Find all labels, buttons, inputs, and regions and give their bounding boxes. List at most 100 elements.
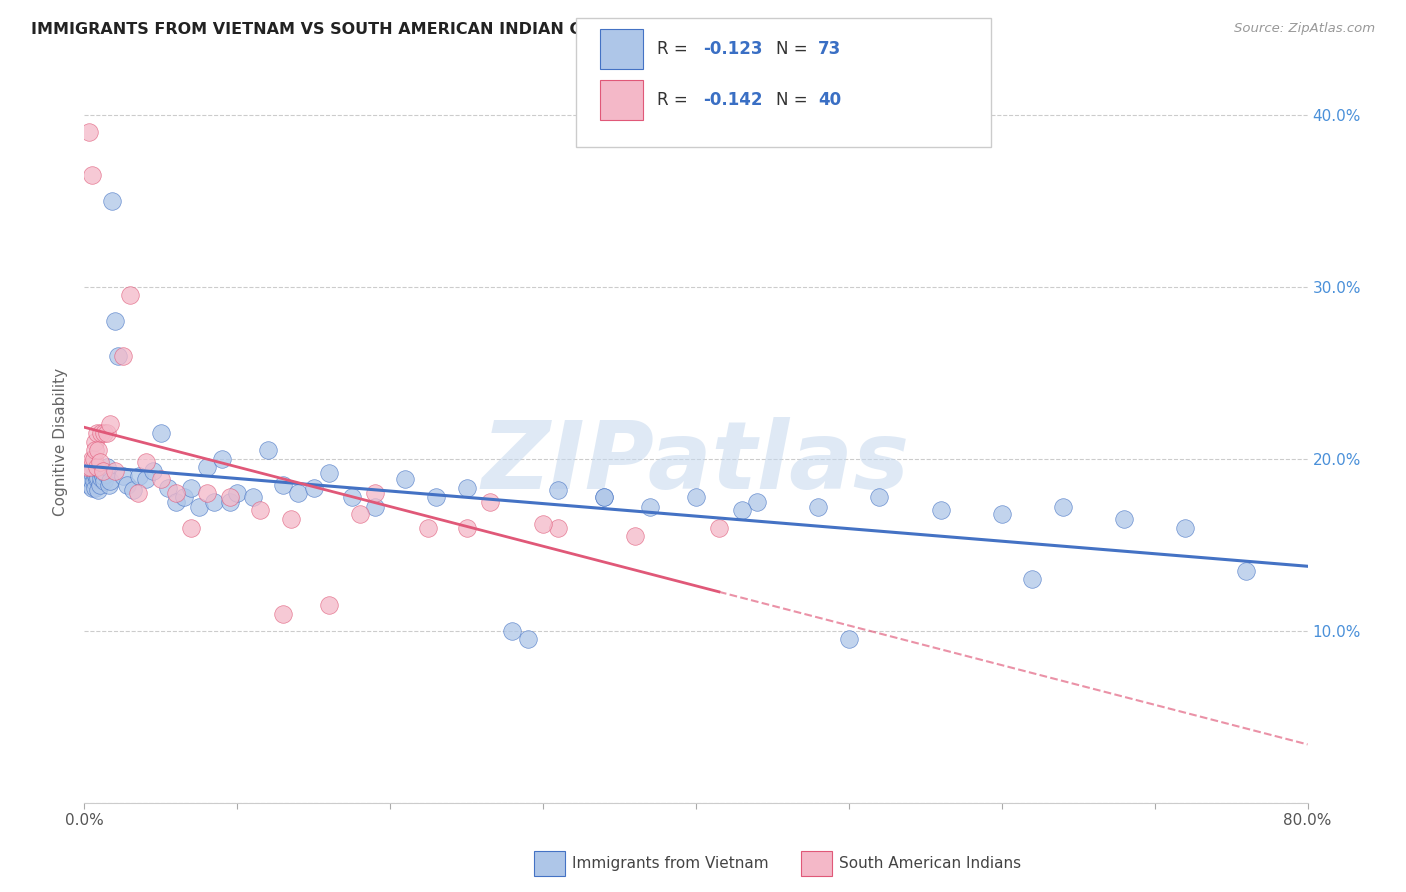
Text: -0.142: -0.142 bbox=[703, 91, 762, 110]
Point bbox=[89, 464, 111, 478]
Point bbox=[165, 494, 187, 508]
Point bbox=[195, 460, 218, 475]
Point bbox=[90, 464, 112, 478]
Point bbox=[97, 477, 120, 491]
Point bbox=[135, 472, 157, 486]
Point bbox=[79, 472, 101, 486]
Point bbox=[502, 624, 524, 638]
Point bbox=[79, 460, 101, 475]
Point bbox=[104, 314, 127, 328]
Point bbox=[218, 494, 240, 508]
Point bbox=[707, 520, 730, 534]
Point bbox=[1236, 564, 1258, 578]
Text: N =: N = bbox=[776, 39, 813, 58]
Point bbox=[84, 434, 107, 449]
Point bbox=[107, 349, 129, 363]
Point bbox=[98, 474, 121, 488]
Point bbox=[149, 472, 172, 486]
Point bbox=[135, 455, 157, 469]
Point bbox=[122, 483, 145, 497]
Point bbox=[218, 490, 240, 504]
Point bbox=[531, 517, 554, 532]
Point bbox=[547, 520, 569, 534]
Point bbox=[929, 503, 952, 517]
Point bbox=[593, 490, 616, 504]
Point bbox=[111, 349, 134, 363]
Point bbox=[86, 425, 108, 440]
Point bbox=[869, 490, 891, 504]
Point bbox=[173, 490, 195, 504]
Point bbox=[349, 507, 371, 521]
Point bbox=[516, 632, 538, 647]
Text: IMMIGRANTS FROM VIETNAM VS SOUTH AMERICAN INDIAN COGNITIVE DISABILITY CORRELATIO: IMMIGRANTS FROM VIETNAM VS SOUTH AMERICA… bbox=[31, 22, 972, 37]
Point bbox=[195, 486, 218, 500]
Point bbox=[91, 469, 114, 483]
Point bbox=[90, 425, 112, 440]
Point bbox=[287, 486, 309, 500]
Point bbox=[93, 474, 115, 488]
Point bbox=[364, 500, 387, 514]
Point bbox=[87, 483, 110, 497]
Point bbox=[84, 467, 107, 482]
Point bbox=[142, 464, 165, 478]
Point bbox=[83, 451, 105, 466]
Point bbox=[76, 469, 98, 483]
Point bbox=[202, 494, 225, 508]
Point bbox=[86, 472, 108, 486]
Point bbox=[80, 168, 103, 182]
Text: R =: R = bbox=[657, 91, 693, 110]
Text: 40: 40 bbox=[818, 91, 841, 110]
Y-axis label: Cognitive Disability: Cognitive Disability bbox=[53, 368, 69, 516]
Text: -0.123: -0.123 bbox=[703, 39, 762, 58]
Text: R =: R = bbox=[657, 39, 693, 58]
Point bbox=[249, 503, 271, 517]
Point bbox=[340, 490, 363, 504]
Text: 73: 73 bbox=[818, 39, 842, 58]
Text: N =: N = bbox=[776, 91, 813, 110]
Point bbox=[593, 490, 616, 504]
Point bbox=[242, 490, 264, 504]
Point bbox=[638, 500, 661, 514]
Point bbox=[90, 471, 112, 485]
Point bbox=[547, 483, 569, 497]
Point bbox=[394, 472, 416, 486]
Text: ZIPatlas: ZIPatlas bbox=[482, 417, 910, 509]
Point bbox=[1052, 500, 1074, 514]
Point bbox=[94, 467, 117, 482]
Point bbox=[98, 417, 121, 432]
Point bbox=[456, 520, 478, 534]
Point bbox=[1114, 512, 1136, 526]
Point bbox=[226, 486, 249, 500]
Point bbox=[93, 425, 115, 440]
Text: South American Indians: South American Indians bbox=[839, 856, 1022, 871]
Point bbox=[418, 520, 440, 534]
Point bbox=[84, 443, 107, 458]
Point bbox=[77, 125, 100, 139]
Point bbox=[165, 486, 187, 500]
Point bbox=[77, 477, 100, 491]
Point bbox=[87, 443, 110, 458]
Point bbox=[211, 451, 233, 466]
Point bbox=[89, 455, 111, 469]
Point bbox=[456, 481, 478, 495]
Point bbox=[731, 503, 754, 517]
Point bbox=[318, 598, 340, 612]
Point bbox=[425, 490, 447, 504]
Point bbox=[101, 194, 124, 208]
Point bbox=[807, 500, 830, 514]
Point bbox=[76, 460, 98, 475]
Text: Immigrants from Vietnam: Immigrants from Vietnam bbox=[572, 856, 769, 871]
Point bbox=[86, 460, 108, 475]
Point bbox=[111, 469, 134, 483]
Point bbox=[120, 288, 142, 302]
Point bbox=[115, 477, 138, 491]
Point bbox=[838, 632, 860, 647]
Point bbox=[1174, 520, 1197, 534]
Point bbox=[180, 520, 202, 534]
Point bbox=[271, 477, 294, 491]
Point bbox=[128, 469, 150, 483]
Point bbox=[271, 607, 294, 621]
Point bbox=[80, 466, 103, 480]
Point bbox=[91, 464, 114, 478]
Point bbox=[747, 494, 769, 508]
